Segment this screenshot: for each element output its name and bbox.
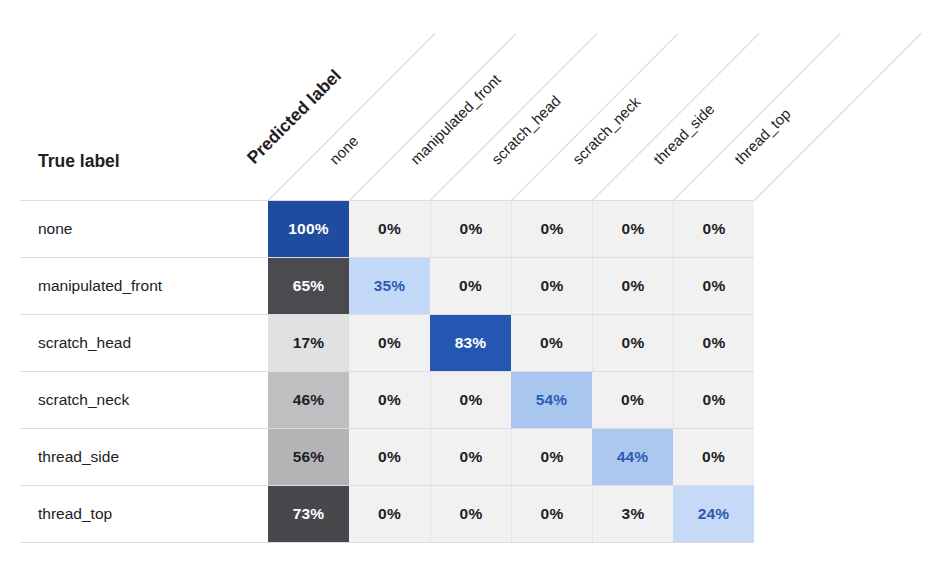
matrix-cell: 56% [268,429,349,485]
matrix-cell: 0% [511,315,592,371]
matrix-cell: 0% [430,372,511,428]
row-label: thread_top [20,486,268,542]
matrix-cell: 0% [673,429,754,485]
matrix-cell: 0% [430,201,511,257]
matrix-cell: 0% [349,486,430,542]
matrix-row: manipulated_front65%35%0%0%0%0% [20,257,754,314]
matrix-cell: 3% [592,486,673,542]
matrix-cell: 0% [592,201,673,257]
matrix-cell: 0% [349,315,430,371]
matrix-cell: 44% [592,429,673,485]
row-label: scratch_neck [20,372,268,428]
matrix-cell: 17% [268,315,349,371]
row-label: thread_side [20,429,268,485]
matrix-cell: 65% [268,258,349,314]
matrix-cell: 0% [673,372,754,428]
column-label: thread_side [649,100,717,168]
matrix-row: thread_top73%0%0%0%3%24% [20,485,754,542]
matrix-cell: 24% [673,486,754,542]
table-bottom-border [20,542,754,543]
matrix-cell: 0% [592,258,673,314]
confusion-matrix: True label Predicted label nonemanipulat… [0,0,933,570]
matrix-cell: 0% [349,372,430,428]
row-label: scratch_head [20,315,268,371]
matrix-cell: 0% [511,486,592,542]
matrix-cell: 0% [349,201,430,257]
matrix-cell: 0% [430,486,511,542]
matrix-cell: 0% [673,315,754,371]
matrix-cell: 0% [511,201,592,257]
matrix-row: none100%0%0%0%0%0% [20,200,754,257]
matrix-header: True label Predicted label nonemanipulat… [0,0,933,200]
matrix-cell: 0% [592,315,673,371]
matrix-cell: 0% [511,429,592,485]
matrix-cell: 0% [673,258,754,314]
row-label: manipulated_front [20,258,268,314]
matrix-cell: 0% [430,429,511,485]
matrix-cell: 46% [268,372,349,428]
matrix-row: scratch_neck46%0%0%54%0%0% [20,371,754,428]
y-axis-title: True label [38,151,120,172]
matrix-cell: 100% [268,201,349,257]
row-label: none [20,201,268,257]
matrix-cell: 0% [430,258,511,314]
matrix-cell: 35% [349,258,430,314]
matrix-cell: 0% [673,201,754,257]
matrix-row: thread_side56%0%0%0%44%0% [20,428,754,485]
column-separator-line [349,33,517,201]
matrix-cell: 0% [592,372,673,428]
matrix-cell: 54% [511,372,592,428]
matrix-row: scratch_head17%0%83%0%0%0% [20,314,754,371]
matrix-cell: 0% [511,258,592,314]
matrix-cell: 73% [268,486,349,542]
matrix-cell: 0% [349,429,430,485]
matrix-cell: 83% [430,315,511,371]
column-label: thread_top [730,105,793,168]
